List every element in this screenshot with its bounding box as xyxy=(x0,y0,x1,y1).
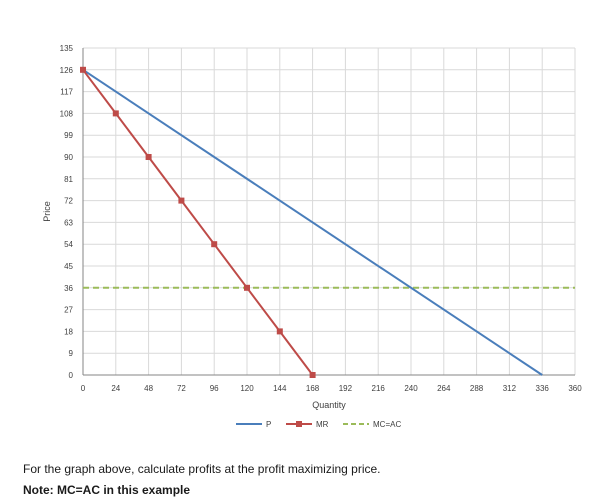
y-tick-label: 72 xyxy=(64,197,73,206)
axes xyxy=(82,48,575,376)
x-tick-label: 288 xyxy=(470,384,484,393)
y-tick-label: 117 xyxy=(60,88,73,97)
x-tick-label: 144 xyxy=(273,384,287,393)
y-tick-label: 126 xyxy=(60,66,74,75)
y-tick-label: 90 xyxy=(64,153,73,162)
x-tick-label: 96 xyxy=(210,384,219,393)
series-lines xyxy=(80,66,575,378)
data-point-mr xyxy=(112,110,119,117)
y-tick-label: 45 xyxy=(64,262,73,271)
question-note: Note: MC=AC in this example xyxy=(23,483,191,497)
question-text: For the graph above, calculate profits a… xyxy=(23,462,381,476)
x-tick-label: 240 xyxy=(404,384,418,393)
y-tick-label: 135 xyxy=(60,44,74,53)
x-axis-title: Quantity xyxy=(312,400,346,410)
legend-label-p: P xyxy=(266,420,271,429)
legend: P MR MC=AC xyxy=(236,420,401,429)
x-tick-label: 0 xyxy=(81,384,86,393)
data-point-mr xyxy=(145,154,152,160)
legend-label-mc-ac: MC=AC xyxy=(373,420,401,429)
y-axis-title: Price xyxy=(42,201,52,222)
y-tick-label: 18 xyxy=(64,327,73,336)
y-tick-label: 0 xyxy=(69,371,74,380)
data-point-mr xyxy=(211,241,218,248)
x-tick-label: 192 xyxy=(339,384,353,393)
y-tick-label: 99 xyxy=(64,131,73,140)
legend-marker-mr xyxy=(296,421,302,427)
y-tick-labels: 0 9 18 27 36 45 54 63 72 81 90 99 108 117 126 135 xyxy=(60,44,74,380)
series-line-mr xyxy=(82,69,314,376)
y-tick-label: 108 xyxy=(60,109,74,118)
x-tick-label: 336 xyxy=(536,384,550,393)
x-tick-label: 168 xyxy=(306,384,320,393)
x-tick-label: 24 xyxy=(111,384,120,393)
x-tick-label: 312 xyxy=(503,384,517,393)
x-tick-label: 216 xyxy=(372,384,386,393)
x-tick-label: 72 xyxy=(177,384,186,393)
x-tick-label: 264 xyxy=(437,384,451,393)
data-point-mr xyxy=(276,328,283,335)
data-point-mr xyxy=(80,66,86,73)
y-tick-label: 27 xyxy=(64,306,73,315)
y-tick-label: 36 xyxy=(64,284,73,293)
x-tick-label: 120 xyxy=(240,384,254,393)
data-point-mr xyxy=(244,284,250,291)
legend-label-mr: MR xyxy=(316,420,329,429)
x-tick-label: 360 xyxy=(568,384,582,393)
data-point-mr xyxy=(309,372,316,378)
chart: 0 9 18 27 36 45 54 63 72 81 90 99 108 117 126 135 0 24 48… xyxy=(42,44,582,429)
y-tick-label: 54 xyxy=(64,240,73,249)
x-tick-labels: 0 24 48 72 96 120 144 168 192 216 240 264 288 312 336 3… xyxy=(81,384,582,393)
grid xyxy=(82,47,576,376)
data-point-mr xyxy=(178,197,185,204)
series-line-p xyxy=(82,68,543,376)
x-tick-label: 48 xyxy=(144,384,153,393)
y-tick-label: 63 xyxy=(64,218,73,227)
y-tick-label: 81 xyxy=(64,175,73,184)
y-tick-label: 9 xyxy=(69,349,74,358)
